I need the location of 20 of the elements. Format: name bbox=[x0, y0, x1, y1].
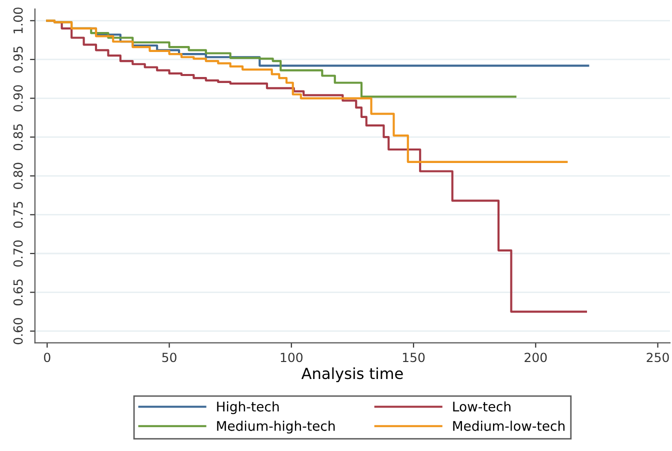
y-tick-label: 0.90 bbox=[13, 85, 23, 112]
y-tick-label: 0.75 bbox=[13, 202, 23, 228]
legend-label: Low-tech bbox=[453, 401, 510, 412]
x-tick-label: 100 bbox=[280, 352, 302, 362]
x-tick-label: 0 bbox=[44, 352, 50, 362]
y-tick-label: 0.65 bbox=[13, 279, 23, 306]
y-tick-label: 0.70 bbox=[13, 240, 23, 267]
legend-label: Medium-low-tech bbox=[453, 420, 564, 431]
y-tick-label: 0.95 bbox=[13, 46, 23, 73]
x-tick-label: 150 bbox=[402, 352, 425, 362]
x-axis-title: Analysis time bbox=[301, 367, 403, 382]
legend-label: High-tech bbox=[217, 401, 279, 414]
y-tick-label: 0.85 bbox=[13, 124, 23, 150]
x-tick-label: 50 bbox=[162, 352, 176, 362]
x-tick-label: 250 bbox=[646, 352, 669, 362]
x-tick-label: 200 bbox=[524, 352, 547, 362]
y-tick-label: 1.00 bbox=[13, 8, 23, 34]
y-tick-label: 0.60 bbox=[13, 318, 23, 344]
y-tick-label: 0.80 bbox=[13, 162, 23, 189]
legend-label: Medium-high-tech bbox=[217, 420, 335, 434]
